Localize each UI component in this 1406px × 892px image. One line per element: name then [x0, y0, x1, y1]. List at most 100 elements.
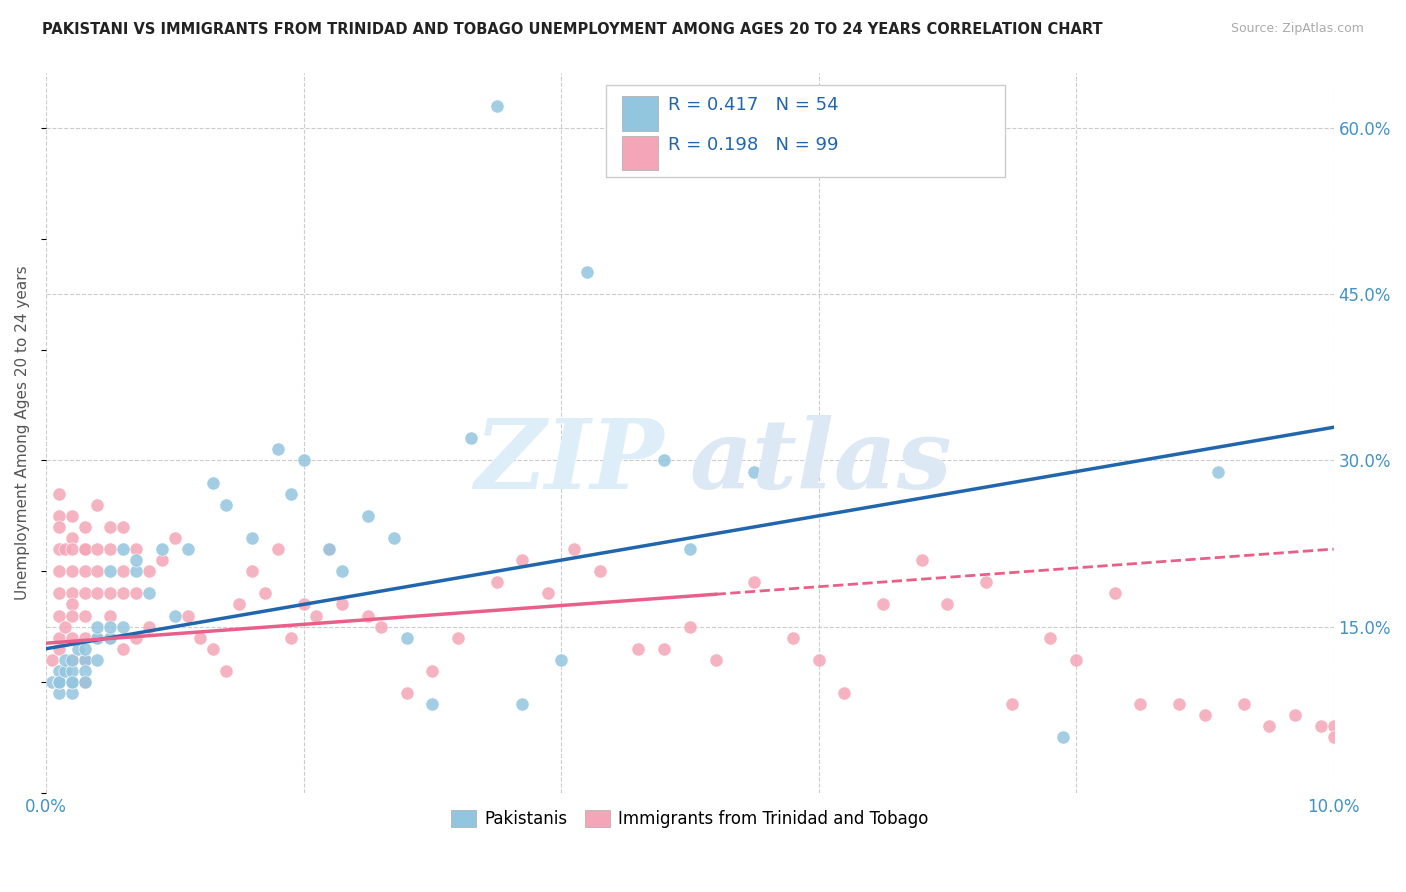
Point: [1001, 697, 1024, 711]
Point: [98, 631, 121, 645]
Point: [86, 586, 108, 600]
Point: [86, 564, 108, 578]
Point: [280, 631, 302, 645]
Point: [112, 619, 135, 633]
Point: [138, 564, 160, 578]
Point: [512, 553, 534, 567]
Point: [112, 542, 135, 557]
Point: [292, 453, 315, 467]
Point: [125, 631, 148, 645]
FancyBboxPatch shape: [621, 96, 658, 130]
Legend: Pakistanis, Immigrants from Trinidad and Tobago: Pakistanis, Immigrants from Trinidad and…: [444, 803, 935, 835]
Point: [48, 675, 70, 690]
Point: [330, 564, 353, 578]
Point: [53, 653, 76, 667]
Point: [67, 641, 90, 656]
Point: [1232, 697, 1254, 711]
Point: [48, 586, 70, 600]
Point: [562, 542, 585, 557]
Point: [1284, 708, 1306, 723]
Point: [60, 564, 83, 578]
Point: [60, 675, 83, 690]
Point: [48, 608, 70, 623]
Point: [60, 542, 83, 557]
Text: ZIP: ZIP: [474, 415, 664, 508]
Point: [485, 99, 508, 113]
Point: [1052, 731, 1074, 745]
Point: [73, 564, 96, 578]
FancyBboxPatch shape: [606, 86, 1005, 178]
Point: [807, 653, 830, 667]
Point: [138, 619, 160, 633]
Point: [420, 664, 443, 678]
Point: [73, 675, 96, 690]
Point: [240, 531, 263, 545]
Point: [395, 631, 418, 645]
Point: [228, 598, 250, 612]
Point: [1258, 719, 1281, 733]
Point: [240, 564, 263, 578]
Point: [447, 631, 470, 645]
Point: [112, 586, 135, 600]
Point: [86, 619, 108, 633]
Point: [138, 586, 160, 600]
Point: [73, 520, 96, 534]
Point: [1194, 708, 1216, 723]
Point: [679, 542, 702, 557]
Point: [48, 508, 70, 523]
Point: [357, 508, 380, 523]
Point: [98, 520, 121, 534]
Point: [330, 598, 353, 612]
Point: [150, 542, 173, 557]
Point: [1168, 697, 1191, 711]
Point: [48, 675, 70, 690]
Point: [1206, 465, 1229, 479]
Point: [73, 586, 96, 600]
Point: [395, 686, 418, 700]
Point: [872, 598, 894, 612]
Point: [190, 631, 212, 645]
Point: [627, 641, 650, 656]
Point: [125, 564, 148, 578]
Point: [460, 431, 482, 445]
Point: [48, 631, 70, 645]
Point: [512, 697, 534, 711]
Point: [742, 575, 765, 590]
Point: [936, 598, 959, 612]
Point: [48, 675, 70, 690]
Point: [910, 553, 932, 567]
Point: [73, 608, 96, 623]
Point: [112, 520, 135, 534]
Point: [318, 542, 340, 557]
Point: [292, 598, 315, 612]
Point: [834, 686, 856, 700]
Point: [48, 520, 70, 534]
Point: [1129, 697, 1152, 711]
Point: [98, 586, 121, 600]
Point: [60, 531, 83, 545]
Point: [60, 664, 83, 678]
Point: [267, 542, 290, 557]
Point: [98, 542, 121, 557]
Point: [73, 664, 96, 678]
Point: [382, 531, 405, 545]
Point: [974, 575, 997, 590]
Point: [202, 641, 225, 656]
Point: [150, 553, 173, 567]
Point: [48, 686, 70, 700]
Point: [98, 631, 121, 645]
Point: [53, 542, 76, 557]
Point: [53, 664, 76, 678]
Point: [98, 619, 121, 633]
Point: [73, 542, 96, 557]
Point: [53, 619, 76, 633]
Point: [125, 586, 148, 600]
Point: [550, 653, 572, 667]
Point: [163, 531, 186, 545]
Point: [48, 542, 70, 557]
Point: [48, 641, 70, 656]
Point: [86, 631, 108, 645]
Point: [652, 641, 675, 656]
Point: [679, 619, 702, 633]
Point: [125, 553, 148, 567]
